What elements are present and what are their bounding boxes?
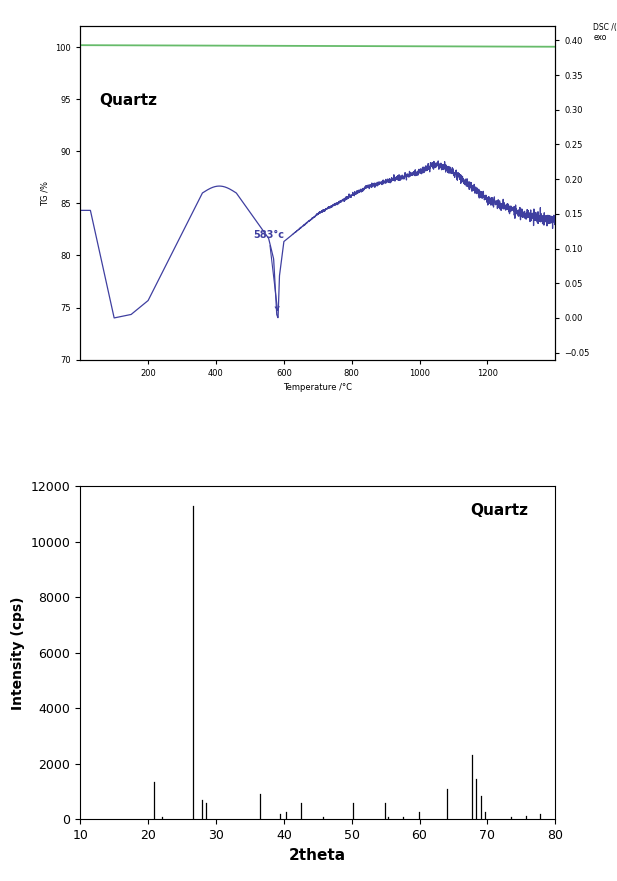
X-axis label: 2theta: 2theta [289, 848, 346, 862]
Text: 583°c: 583°c [254, 230, 284, 310]
Text: Quartz: Quartz [99, 93, 157, 108]
Y-axis label: TG /%: TG /% [41, 181, 50, 205]
X-axis label: Temperature /°C: Temperature /°C [283, 383, 352, 392]
Text: DSC /(mV/mg)
exo: DSC /(mV/mg) exo [594, 23, 617, 42]
Y-axis label: Intensity (cps): Intensity (cps) [11, 596, 25, 709]
Text: Quartz: Quartz [470, 503, 528, 518]
